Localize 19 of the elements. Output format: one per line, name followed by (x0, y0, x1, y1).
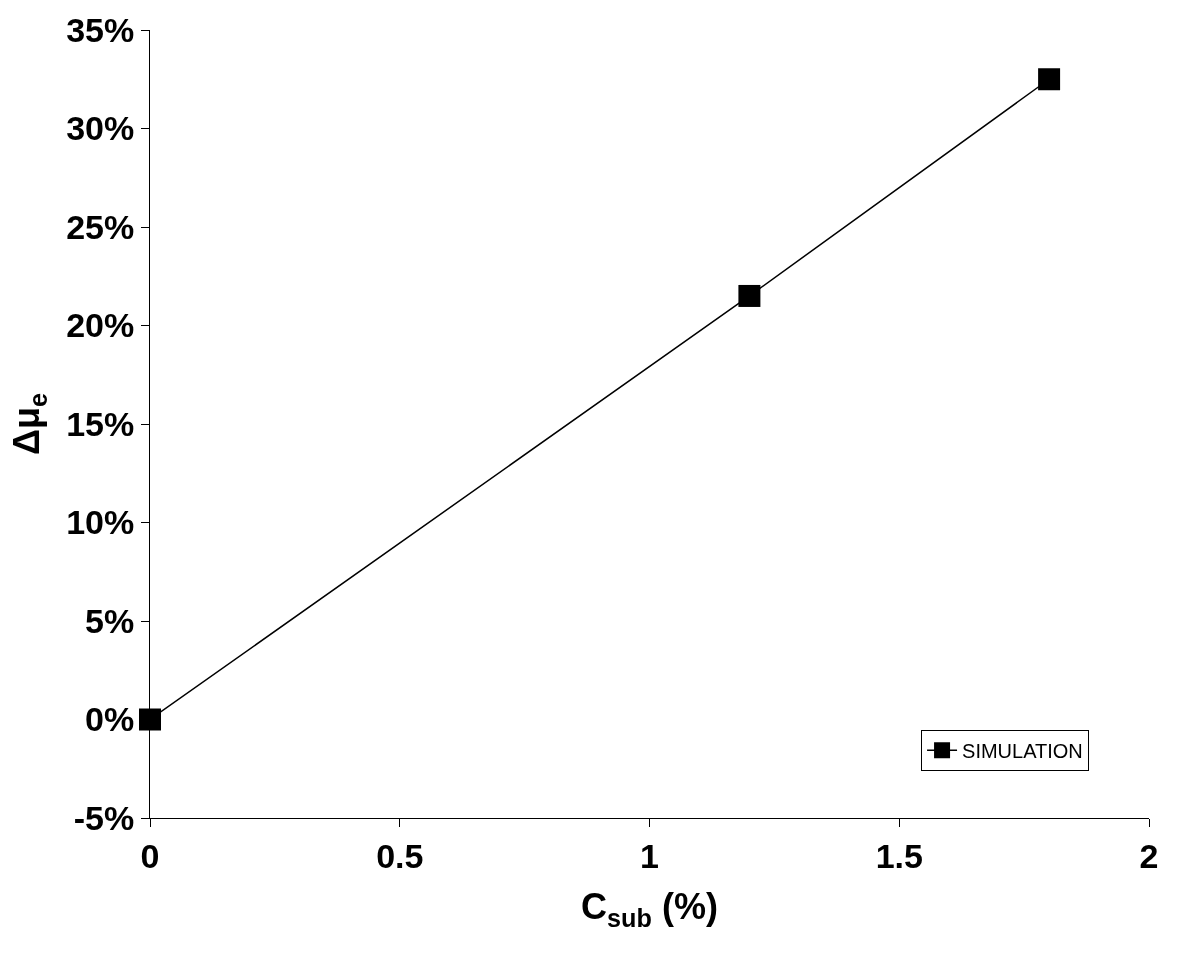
x-tick-label: 0.5 (376, 836, 424, 875)
y-tick-label: 0% (85, 700, 135, 739)
x-tick-label: 2 (1139, 836, 1159, 875)
x-tick-label: 1 (640, 836, 659, 875)
legend-label: SIMULATION (962, 740, 1083, 763)
x-tick-label: 1.5 (875, 836, 923, 875)
point (139, 708, 161, 731)
y-tick-label: 10% (66, 503, 135, 542)
x-tick-label: 0 (140, 836, 160, 875)
y-tick-label: 25% (66, 207, 135, 246)
y-tick-label: 20% (66, 306, 135, 345)
y-tick-label: 5% (85, 601, 135, 640)
y-tick-label: -5% (73, 798, 135, 837)
point (738, 284, 761, 307)
y-tick-label: 30% (66, 109, 135, 148)
y-tick-label: 35% (66, 10, 135, 49)
point (1038, 68, 1061, 91)
x-axis-title: C$_{sub}$ (%) (581, 886, 718, 933)
y-tick-label: 15% (66, 404, 135, 443)
